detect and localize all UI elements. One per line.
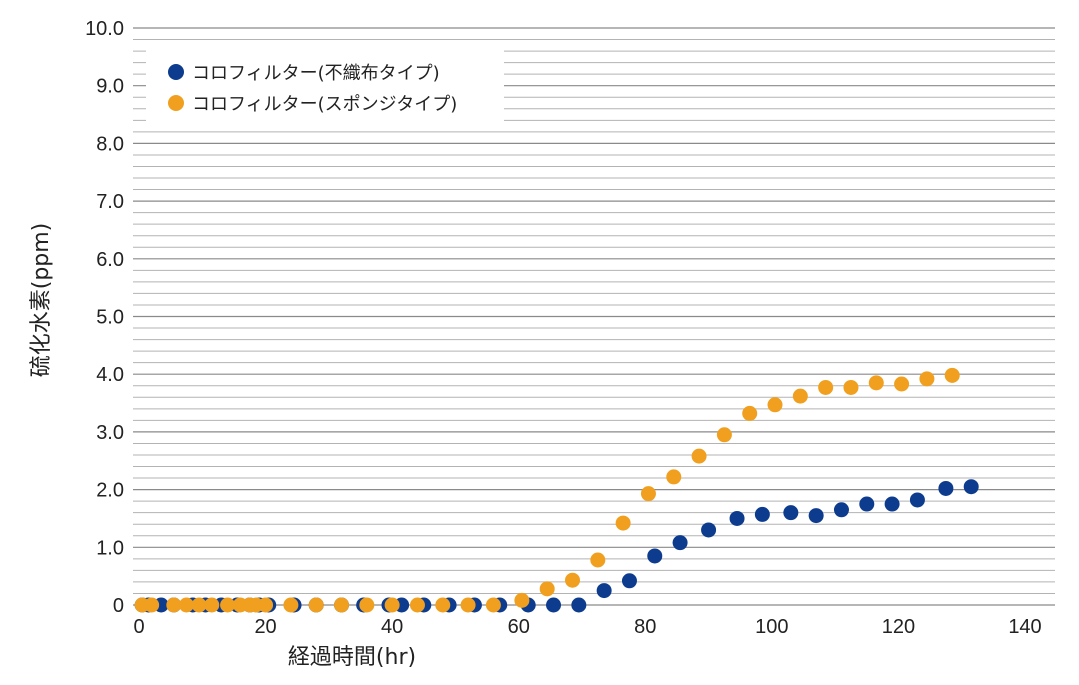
data-point <box>729 510 745 526</box>
x-tick-label: 80 <box>634 616 656 638</box>
data-point <box>144 597 160 613</box>
data-point <box>919 371 935 387</box>
data-point <box>308 597 324 613</box>
data-point <box>359 597 375 613</box>
x-tick-label: 20 <box>254 616 276 638</box>
data-point <box>754 506 770 522</box>
y-tick-label: 1.0 <box>96 537 124 559</box>
data-point <box>204 597 220 613</box>
data-point <box>565 572 581 588</box>
data-point <box>859 496 875 512</box>
data-point <box>621 573 637 589</box>
data-point <box>191 597 207 613</box>
data-point <box>539 581 555 597</box>
data-point <box>571 597 587 613</box>
x-tick-label: 120 <box>882 616 915 638</box>
data-point <box>843 379 859 395</box>
data-point <box>818 379 834 395</box>
data-point <box>615 515 631 531</box>
grid <box>133 27 1055 606</box>
legend-box <box>146 46 504 122</box>
data-point <box>435 597 451 613</box>
data-point <box>963 479 979 495</box>
y-axis-ticks: 0 1.0 2.0 3.0 4.0 5.0 6.0 7.0 8.0 9.0 10.0 <box>85 18 124 617</box>
data-point <box>691 448 707 464</box>
data-points <box>134 367 979 613</box>
data-point <box>701 522 717 538</box>
data-point <box>808 508 824 524</box>
data-point <box>792 388 808 404</box>
legend-label: コロフィルター(不織布タイプ) <box>192 63 440 84</box>
data-point <box>716 427 732 443</box>
data-point <box>909 492 925 508</box>
data-point <box>546 597 562 613</box>
data-point <box>283 597 299 613</box>
data-point <box>884 496 900 512</box>
data-point <box>590 552 606 568</box>
y-tick-label: 6.0 <box>96 249 124 271</box>
data-point <box>742 405 758 421</box>
series-1 <box>134 367 960 613</box>
legend-marker <box>168 95 184 111</box>
data-point <box>460 597 476 613</box>
data-point <box>178 597 194 613</box>
legend-marker <box>168 64 184 80</box>
y-tick-label: 4.0 <box>96 364 124 386</box>
legend: コロフィルター(不織布タイプ) コロフィルター(スポンジタイプ) <box>146 46 504 122</box>
data-point <box>783 505 799 521</box>
data-point <box>894 376 910 392</box>
y-tick-label: 3.0 <box>96 422 124 444</box>
y-tick-label: 8.0 <box>96 133 124 155</box>
y-tick-label: 10.0 <box>85 18 124 40</box>
data-point <box>672 535 688 551</box>
y-tick-label: 5.0 <box>96 307 124 329</box>
data-point <box>514 592 530 608</box>
data-point <box>409 597 425 613</box>
data-point <box>166 597 182 613</box>
x-tick-label: 40 <box>381 616 403 638</box>
data-point <box>334 597 350 613</box>
data-point <box>640 486 656 502</box>
series-0 <box>134 479 979 613</box>
x-tick-label: 60 <box>508 616 530 638</box>
data-point <box>384 597 400 613</box>
x-axis-ticks: 0 20 40 60 80 100 120 140 <box>133 616 1041 638</box>
data-point <box>833 502 849 518</box>
data-point <box>944 367 960 383</box>
data-point <box>666 469 682 485</box>
x-tick-label: 0 <box>133 616 144 638</box>
data-point <box>258 597 274 613</box>
data-point <box>647 548 663 564</box>
data-point <box>938 480 954 496</box>
y-tick-label: 9.0 <box>96 76 124 98</box>
data-point <box>596 583 612 599</box>
legend-label: コロフィルター(スポンジタイプ) <box>192 94 457 115</box>
data-point <box>220 597 236 613</box>
data-point <box>868 375 884 391</box>
x-tick-label: 100 <box>755 616 788 638</box>
x-tick-label: 140 <box>1008 616 1041 638</box>
data-point <box>767 397 783 413</box>
y-tick-label: 2.0 <box>96 480 124 502</box>
data-point <box>485 597 501 613</box>
x-axis-title: 経過時間(hr) <box>288 645 416 670</box>
y-tick-label: 0 <box>113 595 124 617</box>
y-axis-title: 硫化水素(ppm) <box>29 223 54 378</box>
y-tick-label: 7.0 <box>96 191 124 213</box>
